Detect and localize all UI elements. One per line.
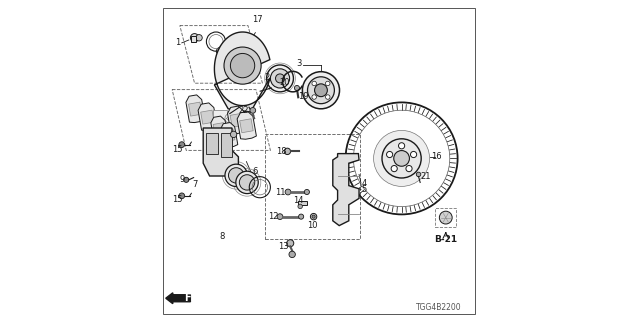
Text: 21: 21 xyxy=(421,172,431,181)
Circle shape xyxy=(410,151,417,157)
Polygon shape xyxy=(220,123,238,148)
Polygon shape xyxy=(230,113,244,127)
Circle shape xyxy=(387,151,393,157)
Circle shape xyxy=(298,204,302,209)
Polygon shape xyxy=(189,102,202,116)
Text: 8: 8 xyxy=(220,232,225,241)
Circle shape xyxy=(308,77,335,104)
Polygon shape xyxy=(201,110,214,124)
Polygon shape xyxy=(204,128,239,176)
Circle shape xyxy=(298,214,304,219)
Text: 19: 19 xyxy=(298,92,308,100)
Bar xyxy=(191,36,196,42)
Text: 18: 18 xyxy=(276,147,286,156)
Text: 14: 14 xyxy=(293,196,303,205)
Text: 20: 20 xyxy=(279,78,289,87)
Text: 13: 13 xyxy=(278,242,289,251)
Circle shape xyxy=(416,172,421,177)
Circle shape xyxy=(277,214,283,220)
Circle shape xyxy=(236,171,259,194)
Circle shape xyxy=(223,38,237,52)
Circle shape xyxy=(312,215,316,218)
Circle shape xyxy=(287,240,294,247)
Circle shape xyxy=(289,251,295,258)
Circle shape xyxy=(374,131,429,186)
Text: 2: 2 xyxy=(264,73,270,82)
Text: 15: 15 xyxy=(172,145,183,154)
Text: 11: 11 xyxy=(275,188,285,197)
Circle shape xyxy=(406,165,412,172)
Circle shape xyxy=(225,114,235,123)
Text: 9: 9 xyxy=(179,175,184,184)
Circle shape xyxy=(394,151,410,166)
FancyArrow shape xyxy=(166,293,191,304)
Bar xyxy=(435,208,456,227)
Circle shape xyxy=(312,95,316,99)
Circle shape xyxy=(315,84,328,97)
Text: B-21: B-21 xyxy=(434,236,458,244)
Circle shape xyxy=(326,81,330,86)
Circle shape xyxy=(305,189,310,195)
Circle shape xyxy=(303,72,340,109)
Bar xyxy=(206,133,218,154)
Bar xyxy=(298,201,307,205)
Polygon shape xyxy=(213,123,225,135)
Text: 4: 4 xyxy=(362,179,367,188)
Circle shape xyxy=(196,35,202,41)
Bar xyxy=(265,134,360,239)
Text: 6: 6 xyxy=(253,167,258,176)
Circle shape xyxy=(284,148,291,155)
Circle shape xyxy=(270,69,290,88)
Circle shape xyxy=(440,211,452,224)
Polygon shape xyxy=(211,116,228,141)
Circle shape xyxy=(230,131,237,138)
Polygon shape xyxy=(223,129,235,142)
Circle shape xyxy=(226,41,235,50)
Circle shape xyxy=(294,85,300,91)
Text: 10: 10 xyxy=(307,221,317,230)
Circle shape xyxy=(312,81,316,86)
Polygon shape xyxy=(212,110,227,120)
Circle shape xyxy=(184,177,189,182)
Polygon shape xyxy=(186,95,205,123)
Circle shape xyxy=(326,95,330,99)
Circle shape xyxy=(228,168,244,183)
Polygon shape xyxy=(333,154,359,226)
Text: 15: 15 xyxy=(172,195,183,204)
Text: 3: 3 xyxy=(296,59,302,68)
Circle shape xyxy=(225,164,248,187)
Polygon shape xyxy=(198,103,218,131)
Polygon shape xyxy=(214,32,270,112)
Circle shape xyxy=(224,47,261,84)
Text: 22: 22 xyxy=(239,106,249,115)
Circle shape xyxy=(391,165,397,172)
Polygon shape xyxy=(240,119,253,133)
Circle shape xyxy=(382,139,421,178)
Circle shape xyxy=(285,189,291,195)
Circle shape xyxy=(275,74,285,83)
Circle shape xyxy=(239,175,255,190)
Circle shape xyxy=(230,53,255,78)
Circle shape xyxy=(237,44,243,50)
Polygon shape xyxy=(237,112,257,139)
Bar xyxy=(221,133,232,157)
Polygon shape xyxy=(228,106,247,134)
Text: FR.: FR. xyxy=(184,293,202,303)
Circle shape xyxy=(179,193,184,199)
Text: 12: 12 xyxy=(268,212,279,221)
Circle shape xyxy=(310,213,317,220)
Text: 16: 16 xyxy=(431,152,442,161)
Text: 17: 17 xyxy=(252,15,263,24)
Circle shape xyxy=(399,143,404,149)
Text: 1: 1 xyxy=(175,38,180,47)
Text: 7: 7 xyxy=(192,180,198,189)
Text: 5: 5 xyxy=(362,185,367,194)
Circle shape xyxy=(191,34,199,42)
Text: TGG4B2200: TGG4B2200 xyxy=(416,303,462,312)
Circle shape xyxy=(267,65,294,92)
Circle shape xyxy=(250,108,256,113)
Circle shape xyxy=(179,142,184,148)
